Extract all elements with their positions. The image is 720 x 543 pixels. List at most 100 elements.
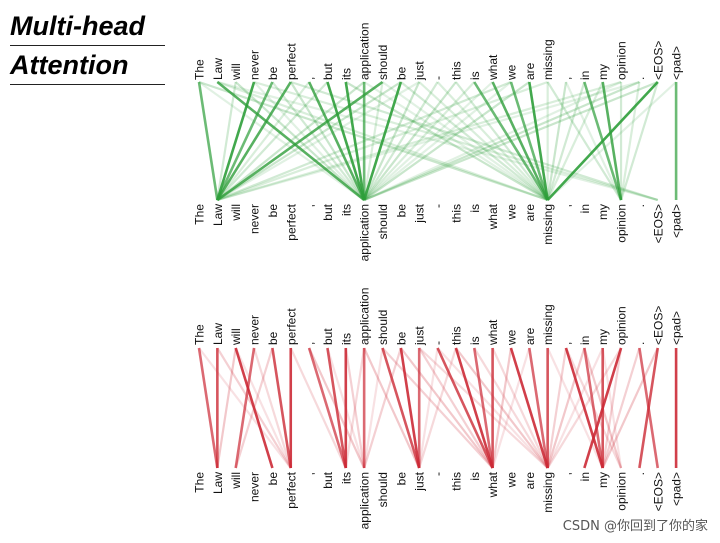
token-label-bottom: will	[229, 472, 243, 490]
token-label-top: is	[468, 71, 482, 80]
attention-edge-strong	[197, 347, 219, 469]
token-label-bottom: in	[578, 204, 592, 213]
token-label-top: <pad>	[670, 311, 684, 345]
token-label-bottom: we	[504, 204, 518, 221]
attention-edge-faint	[234, 347, 292, 469]
attention-edge-strong	[307, 81, 366, 201]
attention-edge-strong	[234, 347, 256, 469]
token-label-bottom: <EOS>	[651, 204, 665, 243]
token-label-bottom: never	[248, 472, 262, 502]
attention-edge-faint	[289, 81, 366, 201]
attention-edge-faint	[216, 81, 237, 201]
token-label-bottom: perfect	[284, 471, 298, 508]
token-label-top: is	[468, 336, 482, 345]
attention-edge-faint	[418, 347, 457, 469]
attention-edge-faint	[546, 347, 568, 469]
attention-edge-faint	[546, 81, 622, 201]
token-label-bottom: what	[486, 471, 500, 498]
attention-edge-faint	[473, 347, 549, 469]
token-label-bottom: be	[394, 204, 408, 218]
attention-edge-strong	[344, 81, 366, 201]
attention-edge-faint	[400, 81, 549, 201]
token-label-bottom: ,	[303, 204, 317, 207]
attention-edge-strong	[216, 81, 256, 201]
attention-edge-strong	[509, 347, 549, 469]
token-label-top: <EOS>	[651, 41, 665, 80]
token-label-bottom: <pad>	[670, 204, 684, 238]
attention-edge-faint	[381, 81, 549, 201]
attention-edge-faint	[363, 347, 402, 469]
attention-edge-faint	[216, 81, 310, 201]
attention-edge-strong	[326, 347, 348, 469]
token-label-top: will	[229, 328, 243, 346]
attention-edge-strong	[454, 347, 494, 469]
attention-edge-faint	[290, 80, 659, 202]
attention-edge-faint	[491, 347, 513, 469]
attention-edge-faint	[217, 80, 659, 202]
token-label-bottom: be	[266, 204, 280, 218]
token-label-bottom: ,	[560, 204, 574, 207]
attention-edge-faint	[363, 347, 384, 469]
token-label-top: will	[229, 63, 243, 81]
token-label-bottom: this	[449, 204, 463, 223]
attention-edge-faint	[345, 81, 549, 201]
token-label-top: are	[523, 62, 537, 80]
attention-edge-faint	[546, 347, 604, 469]
token-label-bottom: this	[449, 472, 463, 491]
token-label-bottom: missing	[541, 204, 555, 245]
attention-edge-faint	[491, 347, 549, 469]
token-label-top: ,	[303, 342, 317, 345]
watermark: CSDN @你回到了你的家	[562, 519, 708, 534]
token-label-top: but	[321, 63, 335, 80]
attention-edge-strong	[473, 81, 549, 201]
token-label-top: perfect	[284, 43, 298, 80]
token-label-bottom: my	[596, 472, 610, 488]
attention-edge-strong	[509, 81, 549, 201]
attention-edge-strong	[564, 347, 604, 469]
attention-edge-faint	[546, 81, 586, 201]
attention-edge-faint	[344, 347, 366, 469]
attention-edge-faint	[601, 347, 623, 469]
token-label-top: this	[449, 326, 463, 345]
attention-edge-strong	[583, 347, 604, 469]
token-label-bottom: is	[468, 204, 482, 213]
attention-edge-faint	[546, 81, 604, 201]
token-label-top: what	[486, 54, 500, 81]
attention-edge-strong	[638, 347, 660, 469]
token-label-top: The	[193, 324, 207, 345]
attention-edge-faint	[217, 80, 622, 202]
attention-edge-strong	[528, 347, 549, 469]
token-label-bottom: are	[523, 472, 537, 490]
attention-edge-faint	[363, 80, 640, 202]
token-label-top: -	[431, 341, 445, 345]
token-label-top: .	[633, 342, 647, 345]
token-label-bottom: <EOS>	[651, 472, 665, 511]
token-label-top: -	[431, 76, 445, 80]
token-label-top: its	[339, 68, 353, 80]
token-label-bottom: are	[523, 204, 537, 222]
token-label-top: be	[394, 331, 408, 345]
token-label-bottom: -	[431, 472, 445, 476]
token-label-top: Law	[211, 323, 225, 345]
token-label-bottom: Law	[211, 204, 225, 226]
attention-edge-faint	[418, 347, 494, 469]
token-label-bottom: missing	[541, 472, 555, 513]
token-label-bottom: just	[413, 471, 427, 491]
attention-edge-strong	[583, 347, 623, 469]
token-label-bottom: perfect	[284, 203, 298, 240]
attention-edge-faint	[601, 347, 623, 469]
attention-edge-faint	[198, 80, 549, 202]
attention-edge-faint	[601, 347, 641, 469]
attention-edge-strong	[307, 347, 348, 469]
token-label-bottom: will	[229, 204, 243, 222]
green-attention-panel: TheTheLawLawwillwillneverneverbebeperfec…	[193, 23, 684, 262]
token-label-bottom: Law	[211, 472, 225, 494]
attention-edge-faint	[363, 81, 622, 201]
token-label-top: my	[596, 64, 610, 80]
token-label-bottom: The	[193, 472, 207, 493]
token-label-top: its	[339, 333, 353, 345]
token-label-bottom: should	[376, 204, 390, 239]
token-label-bottom: its	[339, 472, 353, 484]
token-label-bottom: be	[394, 472, 408, 486]
